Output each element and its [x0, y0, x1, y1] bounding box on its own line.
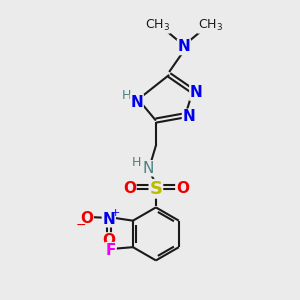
Text: +: +	[111, 208, 121, 218]
Text: CH$_3$: CH$_3$	[198, 18, 223, 33]
Text: O: O	[176, 181, 189, 196]
Text: −: −	[76, 219, 86, 232]
Text: F: F	[106, 243, 116, 258]
Text: O: O	[80, 211, 93, 226]
Text: N: N	[102, 212, 115, 227]
Text: N: N	[182, 109, 195, 124]
Text: O: O	[102, 233, 115, 248]
Text: H: H	[122, 89, 131, 102]
Text: H: H	[132, 157, 141, 169]
Text: S: S	[149, 180, 162, 198]
Text: CH$_3$: CH$_3$	[145, 18, 170, 33]
Text: N: N	[178, 40, 190, 55]
Text: N: N	[130, 94, 143, 110]
Text: O: O	[123, 181, 136, 196]
Text: N: N	[190, 85, 203, 100]
Text: N: N	[143, 161, 154, 176]
